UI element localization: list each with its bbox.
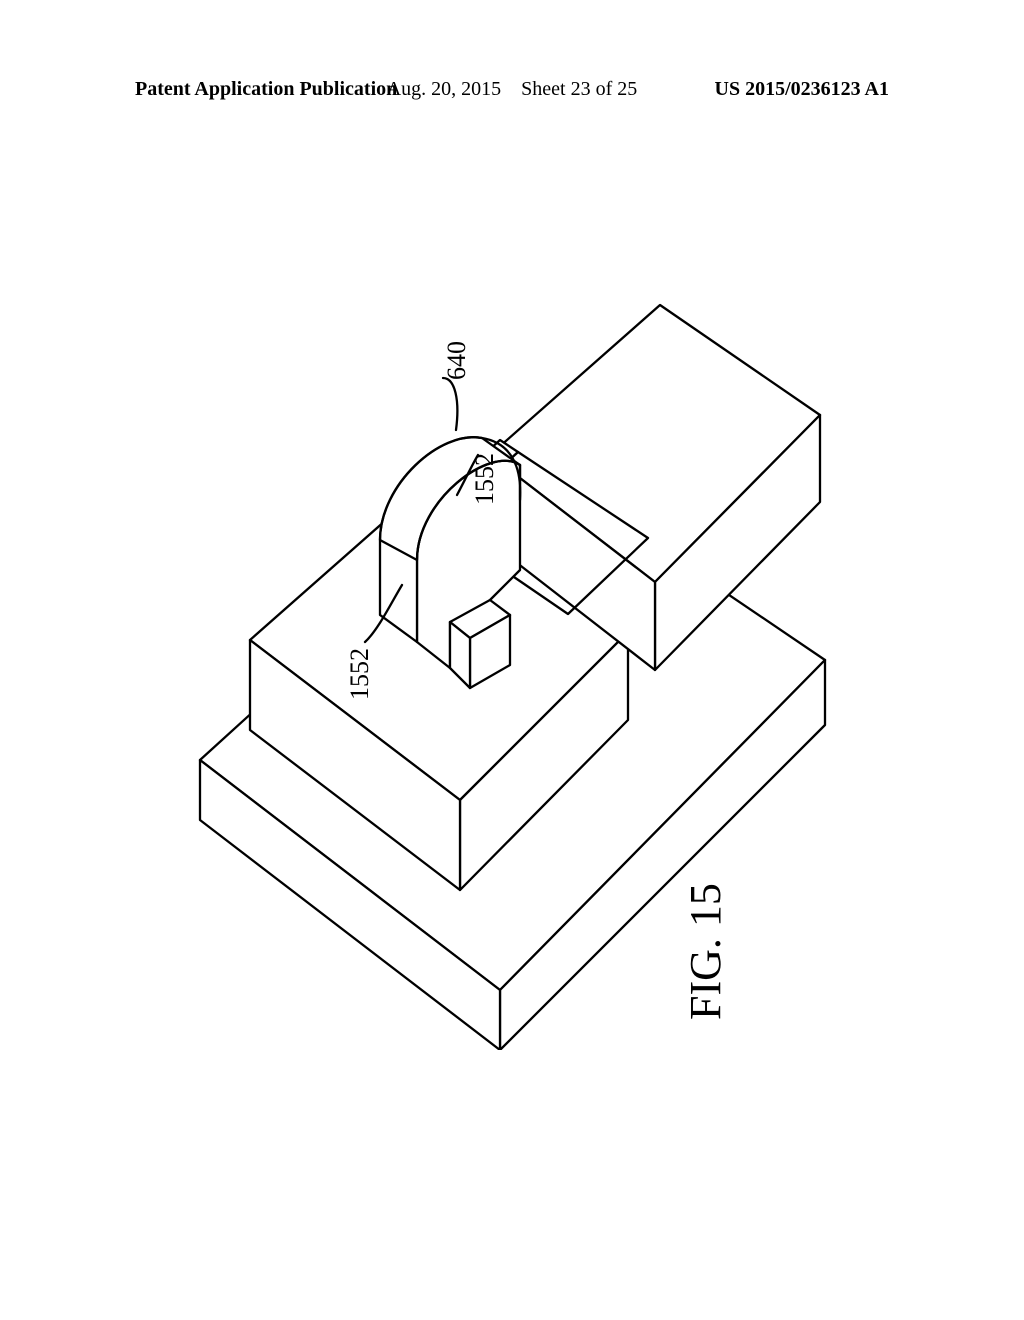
ref-1552-left: 1552 <box>345 648 375 700</box>
figure-drawing <box>160 270 860 1050</box>
header-sheet: Sheet 23 of 25 <box>521 78 637 100</box>
ref-640: 640 <box>442 341 472 380</box>
header-pubno: US 2015/0236123 A1 <box>715 78 889 101</box>
page: Patent Application Publication Aug. 20, … <box>0 0 1024 1320</box>
header-left: Patent Application Publication <box>135 78 397 101</box>
figure-15: 640 1552 1552 FIG. 15 <box>160 270 860 1050</box>
ref-1552-right: 1552 <box>470 453 500 505</box>
header-middle: Aug. 20, 2015 Sheet 23 of 25 <box>387 78 638 101</box>
header-date: Aug. 20, 2015 <box>387 78 501 100</box>
figure-caption: FIG. 15 <box>680 883 731 1020</box>
